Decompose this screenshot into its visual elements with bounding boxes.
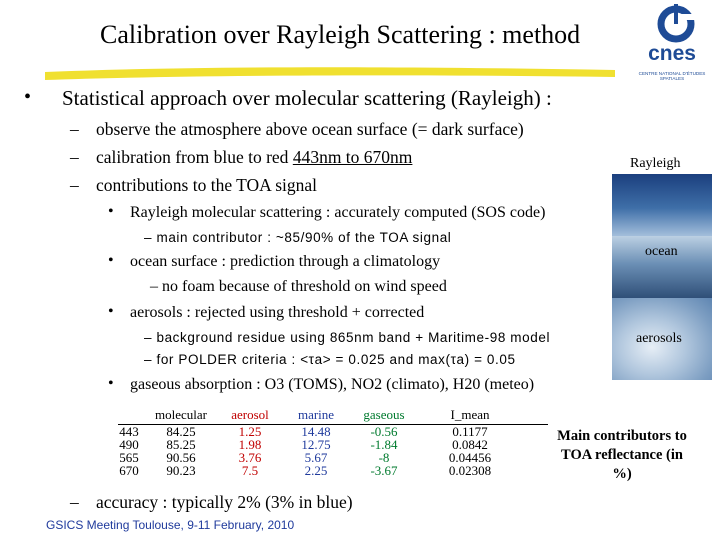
cell-imean: 0.04456 bbox=[448, 450, 492, 465]
calibration-range-text: 443nm to 670nm bbox=[292, 147, 413, 167]
sub-dash-rayleigh-text: main contributor : ~85/90% of the TOA si… bbox=[156, 230, 452, 245]
col-gaseous: gaseous bbox=[363, 407, 405, 422]
cell-imean: 0.02308 bbox=[448, 463, 492, 478]
col-band bbox=[112, 408, 146, 425]
footer-text: GSICS Meeting Toulouse, 9-11 February, 2… bbox=[46, 518, 295, 532]
dash-icon: – bbox=[70, 492, 79, 512]
cell-aerosol: 7.5 bbox=[241, 463, 259, 478]
main-bullet-text: Statistical approach over molecular scat… bbox=[62, 86, 552, 110]
sub-dash-aerosols-2-text: for POLDER criteria : <τa> = 0.025 and m… bbox=[156, 352, 516, 367]
cnes-logo: cnes CENTRE NATIONAL D'ÉTUDES SPATIALES bbox=[628, 2, 716, 82]
contributions-table: molecular aerosol marine gaseous I_mean … bbox=[112, 408, 520, 477]
col-marine: marine bbox=[297, 407, 335, 422]
table-row: 443 84.25 1.25 14.48 -0.56 0.1177 bbox=[112, 425, 520, 438]
cell-marine: 5.67 bbox=[304, 450, 328, 465]
bullet-dot-icon: • bbox=[108, 303, 114, 320]
cell-band: 670 bbox=[119, 463, 139, 478]
col-aerosol: aerosol bbox=[231, 407, 269, 422]
ocean-label: ocean bbox=[645, 244, 678, 259]
bullet-dot-icon: • bbox=[24, 86, 32, 108]
cell-gaseous: -1.84 bbox=[370, 437, 398, 452]
rayleigh-label: Rayleigh bbox=[630, 156, 681, 171]
cnes-logo-text: cnes bbox=[648, 42, 696, 65]
bullet-dot-icon: • bbox=[108, 375, 114, 392]
bullet-dot-icon: • bbox=[108, 252, 114, 269]
sub-bullet-aerosols: aerosols : rejected using threshold + co… bbox=[130, 304, 425, 321]
aerosols-label: aerosols bbox=[636, 331, 682, 346]
dash-item-accuracy: accuracy : typically 2% (3% in blue) bbox=[96, 492, 353, 512]
aerosols-sky-image bbox=[612, 298, 712, 380]
sub-dash-ocean: – no foam because of threshold on wind s… bbox=[150, 278, 447, 295]
col-imean: I_mean bbox=[450, 407, 490, 422]
title-highlight-stroke bbox=[45, 67, 615, 80]
dash-item-contributions: contributions to the TOA signal bbox=[96, 175, 318, 195]
cell-gaseous: -3.67 bbox=[370, 463, 398, 478]
sub-dash-rayleigh: – main contributor : ~85/90% of the TOA … bbox=[144, 230, 452, 245]
cell-gaseous: -0.56 bbox=[370, 424, 398, 439]
cell-imean: 0.0842 bbox=[452, 437, 488, 452]
cell-marine: 2.25 bbox=[304, 463, 328, 478]
sub-dash-aerosols-1: – background residue using 865nm band + … bbox=[144, 330, 551, 345]
cnes-logo-subtext: CENTRE NATIONAL D'ÉTUDES SPATIALES bbox=[638, 71, 706, 81]
cell-molecular: 90.23 bbox=[166, 463, 196, 478]
slide-title: Calibration over Rayleigh Scattering : m… bbox=[100, 20, 581, 49]
cell-marine: 12.75 bbox=[301, 437, 331, 452]
cell-molecular: 84.25 bbox=[166, 424, 196, 439]
bullet-dot-icon: • bbox=[108, 203, 114, 220]
calibration-text: calibration from blue to red bbox=[96, 147, 293, 167]
sub-bullet-gaseous: gaseous absorption : O3 (TOMS), NO2 (cli… bbox=[130, 376, 535, 393]
table-row: 565 90.56 3.76 5.67 -8 0.04456 bbox=[112, 451, 520, 464]
cell-band: 490 bbox=[119, 437, 139, 452]
cell-imean: 0.1177 bbox=[452, 424, 488, 439]
table-row: 670 90.23 7.5 2.25 -3.67 0.02308 bbox=[112, 464, 520, 477]
dash-icon: – bbox=[70, 147, 79, 167]
cell-aerosol: 1.25 bbox=[238, 424, 262, 439]
sub-dash-ocean-text: no foam because of threshold on wind spe… bbox=[162, 278, 447, 295]
cell-aerosol: 1.98 bbox=[238, 437, 262, 452]
cell-gaseous: -8 bbox=[378, 450, 390, 465]
rayleigh-sky-image bbox=[612, 174, 712, 236]
dash-icon: – bbox=[70, 175, 79, 195]
dash-item-calibration: calibration from blue to red 443nm to 67… bbox=[96, 147, 412, 168]
ocean-image bbox=[612, 236, 712, 298]
table-row: 490 85.25 1.98 12.75 -1.84 0.0842 bbox=[112, 438, 520, 451]
sub-dash-aerosols-2: – for POLDER criteria : <τa> = 0.025 and… bbox=[144, 352, 516, 367]
cell-molecular: 90.56 bbox=[166, 450, 196, 465]
dash-icon: – bbox=[70, 119, 79, 139]
cell-band: 443 bbox=[119, 424, 139, 439]
cell-band: 565 bbox=[119, 450, 139, 465]
cnes-emblem-icon bbox=[657, 4, 696, 43]
sub-dash-aerosols-1-text: background residue using 865nm band + Ma… bbox=[156, 330, 551, 345]
cell-aerosol: 3.76 bbox=[238, 450, 262, 465]
cell-marine: 14.48 bbox=[301, 424, 331, 439]
sub-bullet-ocean: ocean surface : prediction through a cli… bbox=[130, 253, 441, 270]
table-divider bbox=[118, 424, 548, 425]
cell-molecular: 85.25 bbox=[166, 437, 196, 452]
col-molecular: molecular bbox=[155, 407, 207, 422]
dash-item-observe: observe the atmosphere above ocean surfa… bbox=[96, 119, 524, 139]
sub-bullet-rayleigh: Rayleigh molecular scattering : accurate… bbox=[130, 204, 546, 221]
table-note: Main contributors to TOA reflectance (in… bbox=[557, 428, 687, 482]
